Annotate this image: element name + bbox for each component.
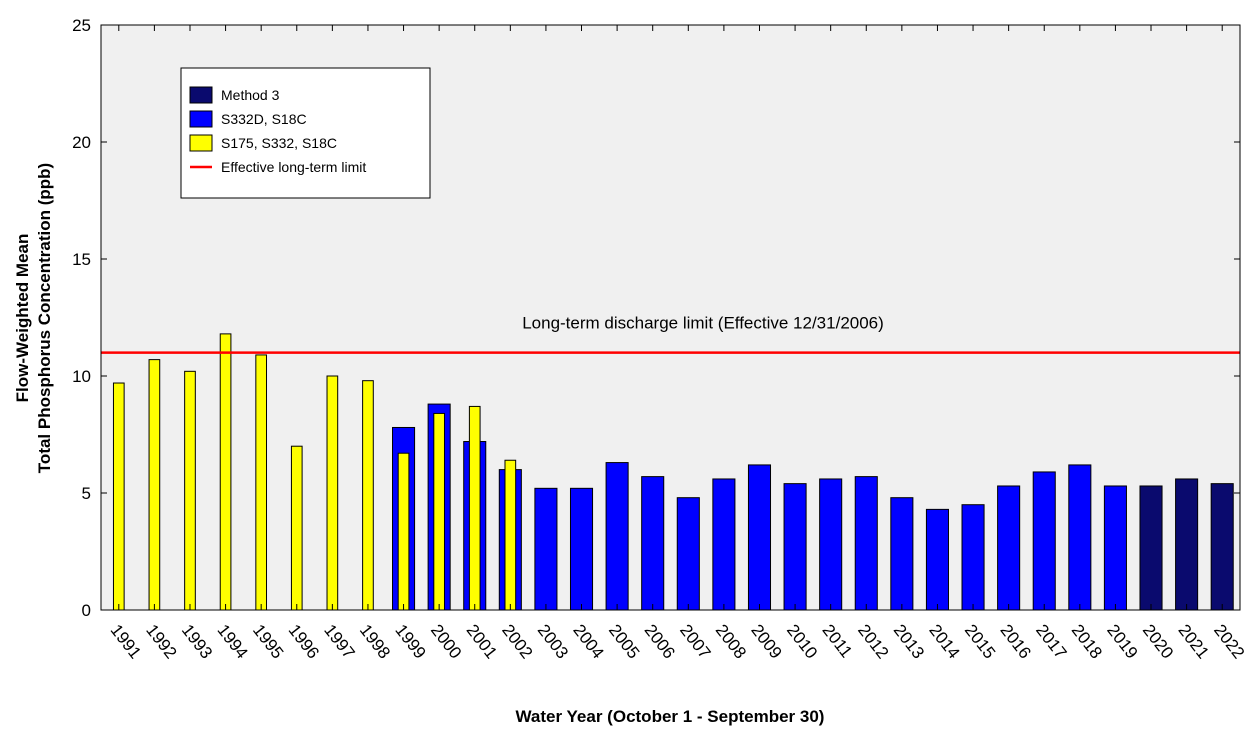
bar bbox=[569, 487, 594, 611]
x-tick-label: 2002 bbox=[498, 621, 536, 663]
bar bbox=[255, 354, 268, 611]
x-tick-label: 2022 bbox=[1210, 621, 1248, 663]
x-tick-label: 2008 bbox=[712, 621, 750, 663]
x-tick-label: 2020 bbox=[1139, 621, 1177, 663]
bar bbox=[854, 476, 878, 611]
bar bbox=[397, 452, 410, 611]
x-axis-title: Water Year (October 1 - September 30) bbox=[516, 707, 825, 726]
legend-swatch bbox=[189, 110, 213, 128]
x-tick-label: 2019 bbox=[1103, 621, 1141, 663]
legend-swatch bbox=[189, 134, 213, 152]
bar bbox=[961, 504, 985, 611]
x-tick-label: 2004 bbox=[569, 621, 607, 663]
bar bbox=[534, 487, 558, 611]
legend-label: S332D, S18C bbox=[221, 111, 307, 127]
x-tick-label: 2018 bbox=[1068, 621, 1106, 663]
bar bbox=[747, 464, 772, 611]
bar bbox=[997, 485, 1021, 611]
x-tick-label: 2015 bbox=[961, 621, 999, 663]
legend-label: Effective long-term limit bbox=[221, 159, 366, 175]
bar bbox=[1032, 471, 1056, 611]
legend-swatch bbox=[189, 86, 213, 104]
y-tick-label: 5 bbox=[82, 484, 91, 503]
x-tick-label: 1994 bbox=[213, 621, 251, 663]
legend-box bbox=[180, 67, 431, 199]
bar bbox=[290, 445, 303, 611]
x-tick-label: 2016 bbox=[996, 621, 1034, 663]
bar bbox=[1068, 464, 1092, 611]
bar bbox=[1175, 478, 1199, 611]
bar bbox=[362, 380, 374, 611]
x-tick-label: 2011 bbox=[819, 621, 856, 662]
x-tick-label: 1998 bbox=[356, 621, 394, 663]
bar bbox=[326, 375, 339, 611]
x-tick-label: 2005 bbox=[605, 621, 643, 663]
x-tick-label: 2014 bbox=[925, 621, 963, 663]
bar bbox=[819, 478, 843, 611]
x-tick-label: 2007 bbox=[676, 621, 714, 663]
bar bbox=[925, 508, 949, 611]
x-tick-label: 1997 bbox=[320, 621, 358, 663]
bar bbox=[468, 405, 481, 611]
x-tick-label: 2009 bbox=[747, 621, 785, 663]
x-tick-label: 1996 bbox=[285, 621, 323, 663]
bar bbox=[783, 483, 807, 611]
x-tick-label: 2010 bbox=[783, 621, 821, 663]
y-tick-label: 10 bbox=[72, 367, 91, 386]
x-tick-label: 1995 bbox=[249, 621, 287, 663]
bar bbox=[676, 497, 700, 611]
bar bbox=[712, 478, 736, 611]
x-tick-label: 2006 bbox=[641, 621, 679, 663]
annotation: Long-term discharge limit (Effective 12/… bbox=[522, 314, 884, 333]
y-tick-label: 20 bbox=[72, 133, 91, 152]
x-tick-label: 1991 bbox=[107, 621, 145, 663]
legend-label: S175, S332, S18C bbox=[221, 135, 337, 151]
x-tick-label: 2012 bbox=[854, 621, 892, 663]
bar bbox=[504, 459, 517, 611]
y-axis-title: Total Phosphorus Concentration (ppb) bbox=[35, 163, 54, 473]
y-axis-title: Flow-Weighted Mean bbox=[13, 234, 32, 403]
bar bbox=[219, 333, 232, 611]
bar bbox=[1103, 485, 1127, 611]
bar bbox=[890, 497, 914, 611]
plot-frame bbox=[100, 24, 1241, 611]
x-tick-label: 2000 bbox=[427, 621, 465, 663]
y-tick-label: 0 bbox=[82, 601, 91, 620]
x-tick-label: 2017 bbox=[1032, 621, 1070, 663]
x-tick-label: 2003 bbox=[534, 621, 572, 663]
legend-label: Method 3 bbox=[221, 87, 280, 103]
bar bbox=[433, 412, 445, 611]
bar bbox=[641, 476, 665, 611]
x-tick-label: 2021 bbox=[1174, 621, 1212, 663]
x-tick-label: 2013 bbox=[890, 621, 928, 663]
y-tick-label: 15 bbox=[72, 250, 91, 269]
bar bbox=[1210, 483, 1234, 611]
bar bbox=[1139, 485, 1163, 611]
x-tick-label: 1992 bbox=[142, 621, 180, 663]
bar bbox=[112, 382, 125, 611]
x-tick-label: 2001 bbox=[463, 621, 501, 663]
bar bbox=[184, 370, 196, 611]
bar bbox=[605, 462, 629, 611]
y-tick-label: 25 bbox=[72, 16, 91, 35]
x-tick-label: 1999 bbox=[391, 621, 429, 663]
x-tick-label: 1993 bbox=[178, 621, 216, 663]
bar bbox=[148, 359, 161, 611]
